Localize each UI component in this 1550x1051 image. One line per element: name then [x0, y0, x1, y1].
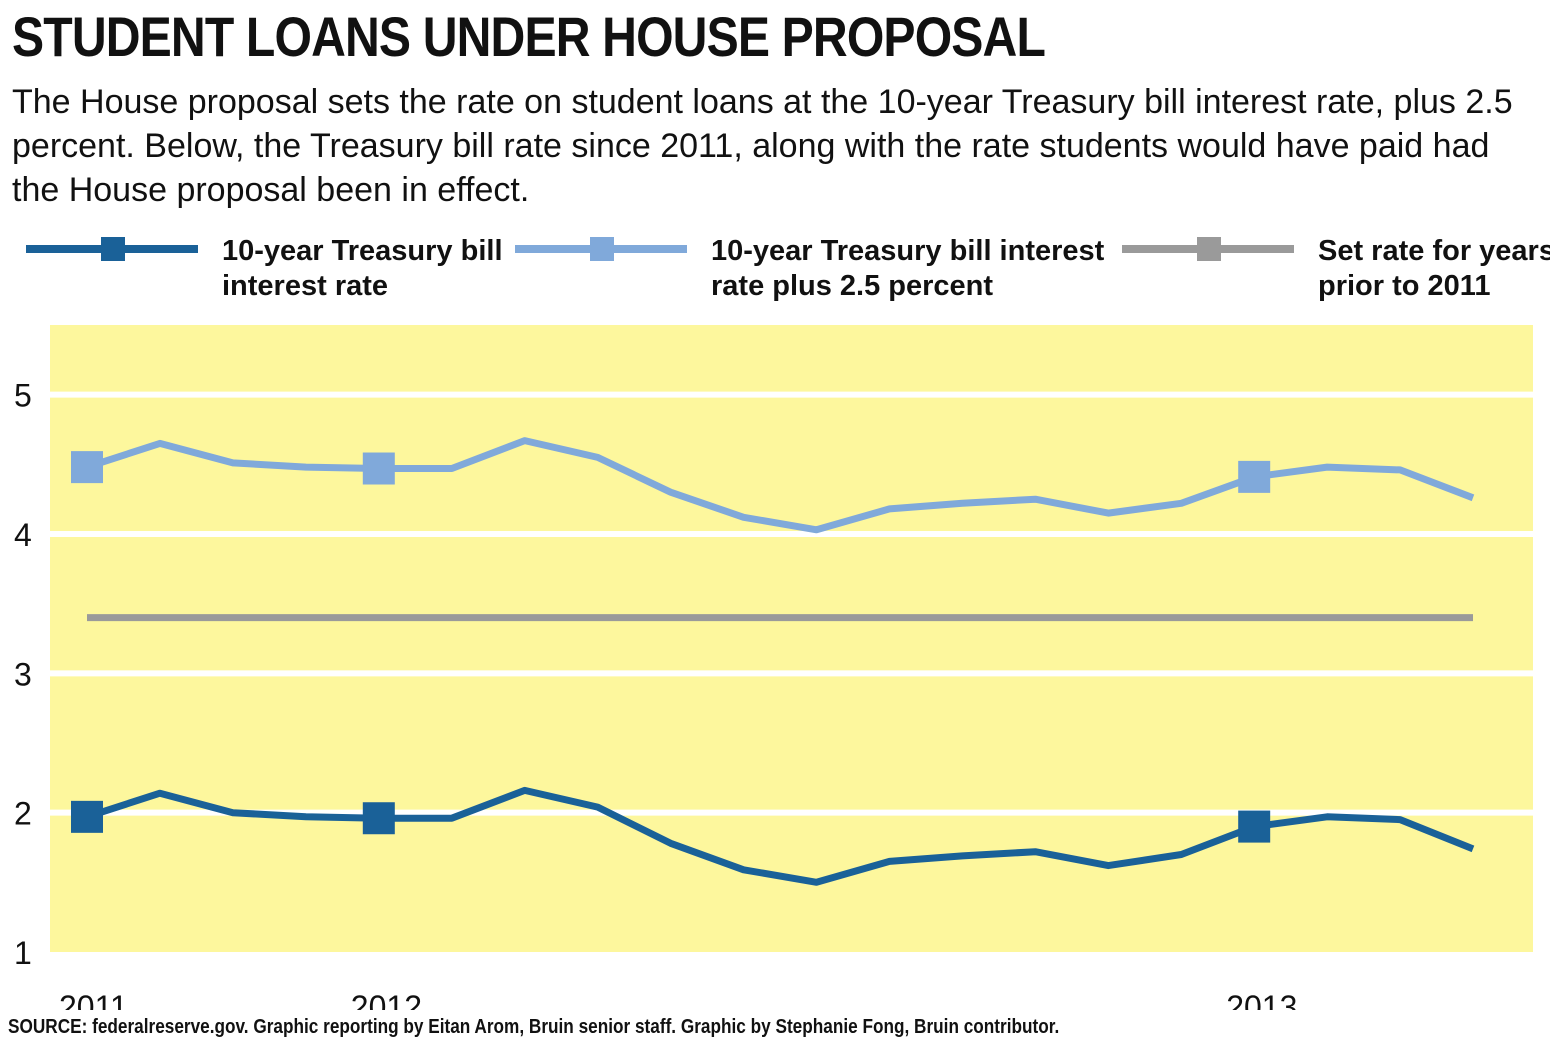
- x-axis-ticks: 2011 2012 2013: [59, 989, 1297, 1010]
- legend-swatch-marker: [101, 237, 125, 261]
- y-tick-label: 2: [14, 796, 32, 832]
- series-point-marker: [71, 800, 103, 833]
- source-credit: SOURCE: federalreserve.gov. Graphic repo…: [8, 1016, 1060, 1038]
- legend-label: 10-year Treasury bill interest: [711, 235, 1105, 267]
- x-tick-label: 2012: [351, 989, 422, 1010]
- chart-subtitle: The House proposal sets the rate on stud…: [12, 83, 1513, 209]
- y-axis-ticks: 1 2 3 4 5: [14, 378, 32, 971]
- legend-swatch-marker: [590, 237, 614, 261]
- x-tick-label: 2011: [59, 989, 128, 1010]
- series-point-marker: [1238, 460, 1271, 493]
- y-tick-label: 3: [14, 656, 32, 692]
- series-point-marker: [1238, 810, 1271, 843]
- legend-label: Set rate for years: [1318, 235, 1550, 267]
- plot-background: [50, 325, 1533, 952]
- y-tick-label: 1: [14, 935, 32, 971]
- series-point-marker: [362, 802, 395, 835]
- x-tick-label: 2013: [1226, 989, 1297, 1010]
- y-tick-label: 4: [14, 517, 32, 553]
- chart-title: STUDENT LOANS UNDER HOUSE PROPOSAL: [12, 5, 1046, 68]
- legend-label: rate plus 2.5 percent: [711, 270, 993, 302]
- y-tick-label: 5: [14, 378, 32, 414]
- series-point-marker: [362, 452, 395, 485]
- legend-label: 10-year Treasury bill: [222, 235, 503, 267]
- legend-label: interest rate: [222, 270, 388, 302]
- legend-swatch-marker: [1197, 237, 1221, 261]
- series-lines: [71, 437, 1475, 886]
- series-point-marker: [71, 451, 103, 484]
- legend-label: prior to 2011: [1318, 270, 1490, 302]
